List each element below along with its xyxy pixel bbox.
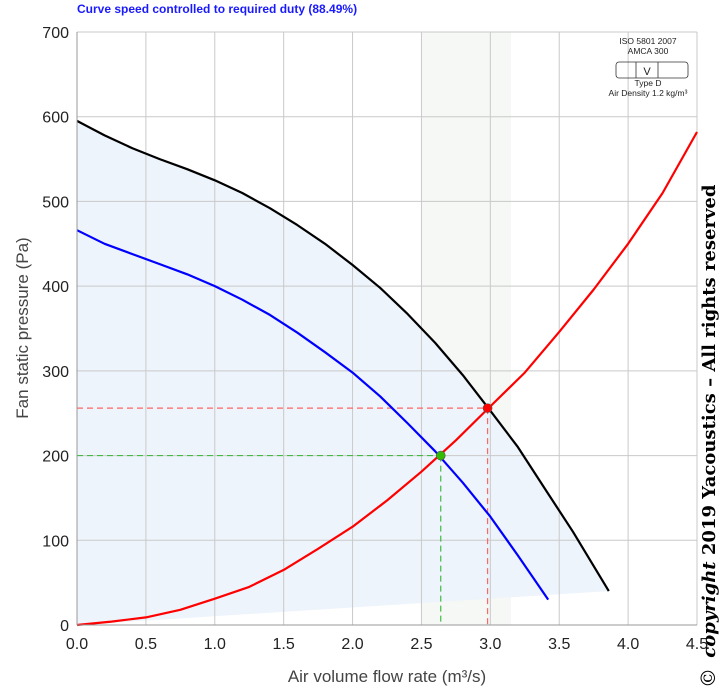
standard-type-label: Type D [634, 78, 662, 88]
standard-badge: ISO 5801 2007 AMCA 300 Type D Air Densit… [600, 36, 696, 98]
guide-lines [77, 407, 489, 625]
series-lines [76, 119, 698, 627]
y-tick-label: 0 [60, 618, 69, 635]
air-density-label: Air Density 1.2 kg/m³ [608, 88, 688, 98]
x-tick-label: 3.5 [548, 636, 570, 653]
copyright-word: copyright [699, 561, 720, 658]
copyright-symbol: © [696, 668, 720, 688]
x-tick-label: 2.5 [410, 636, 432, 653]
x-tick-label: 2.0 [341, 636, 363, 653]
x-tick-label: 4.0 [617, 636, 639, 653]
standard-amca-label: AMCA 300 [627, 46, 669, 56]
x-tick-label: 1.0 [204, 636, 226, 653]
y-tick-label: 200 [42, 449, 69, 466]
y-axis-label: Fan static pressure (Pa) [13, 237, 32, 418]
x-tick-label: 4.5 [686, 636, 708, 653]
y-tick-label: 700 [42, 25, 69, 42]
y-tick-label: 400 [42, 279, 69, 296]
y-tick-label: 100 [42, 533, 69, 550]
system-curve [76, 131, 698, 627]
x-tick-label: 0.0 [66, 636, 88, 653]
x-tick-label: 1.5 [273, 636, 295, 653]
chart-subtitle: Curve speed controlled to required duty … [77, 2, 358, 16]
duty_point-marker [435, 450, 446, 461]
x-tick-labels: 0.0 0.5 1.0 1.5 2.0 2.5 3.0 3.5 4.0 4.5 [66, 636, 708, 653]
x-tick-label: 0.5 [135, 636, 157, 653]
y-tick-labels: 0 100 200 300 400 500 600 700 [42, 25, 69, 635]
x-axis-label: Air volume flow rate (m³/s) [288, 667, 486, 686]
y-tick-label: 600 [42, 110, 69, 127]
standard-badge-v: V [643, 66, 651, 78]
copyright-watermark: © copyright 2019 Yacoustics – All rights… [696, 178, 720, 688]
controlled-curve [76, 229, 550, 601]
standard-iso-label: ISO 5801 2007 [619, 36, 677, 46]
y-tick-label: 500 [42, 194, 69, 211]
full_speed_operating_point-marker [482, 403, 493, 413]
axes [76, 32, 697, 626]
full_speed-curve [76, 119, 610, 592]
standard-badge-symbol: V [615, 61, 689, 79]
x-tick-label: 3.0 [479, 636, 501, 653]
y-tick-label: 300 [42, 364, 69, 381]
operating-points [435, 403, 493, 461]
copyright-text: 2019 Yacoustics – All rights reserved [699, 184, 720, 556]
